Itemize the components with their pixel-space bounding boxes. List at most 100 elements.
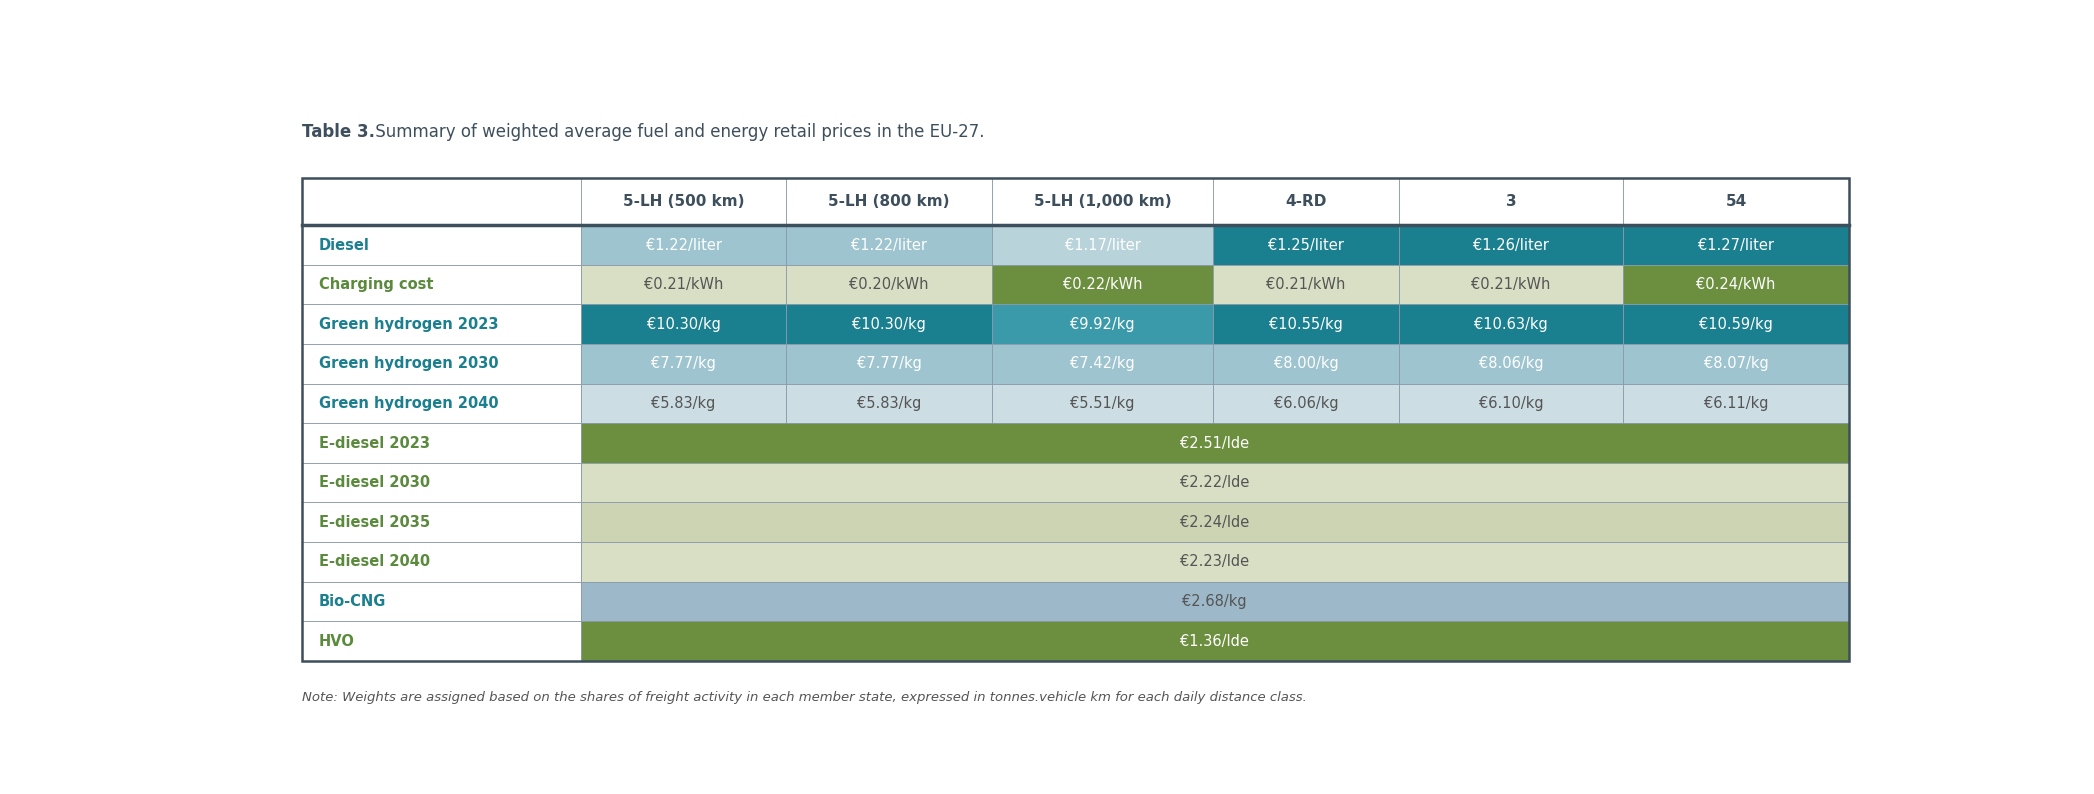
Text: Note: Weights are assigned based on the shares of freight activity in each membe: Note: Weights are assigned based on the … (302, 692, 1307, 704)
Text: €10.30/kg: €10.30/kg (852, 317, 926, 332)
Text: Diesel: Diesel (318, 237, 369, 252)
Bar (993, 225, 1212, 265)
Bar (580, 304, 787, 344)
Bar (787, 225, 993, 265)
Text: €1.36/lde: €1.36/lde (1181, 634, 1250, 649)
Text: €5.51/kg: €5.51/kg (1070, 396, 1135, 411)
Text: 5-LH (1,000 km): 5-LH (1,000 km) (1034, 194, 1171, 209)
Bar (302, 463, 580, 503)
Text: E-diesel 2023: E-diesel 2023 (318, 436, 429, 450)
Text: Summary of weighted average fuel and energy retail prices in the EU-27.: Summary of weighted average fuel and ene… (371, 123, 984, 141)
Bar (580, 582, 1849, 621)
Bar (787, 265, 993, 304)
Text: €0.21/kWh: €0.21/kWh (1472, 277, 1552, 292)
Bar (580, 178, 787, 225)
Text: 5-LH (500 km): 5-LH (500 km) (622, 194, 743, 209)
Text: €9.92/kg: €9.92/kg (1070, 317, 1135, 332)
Bar (580, 423, 1849, 463)
Text: €0.21/kWh: €0.21/kWh (643, 277, 722, 292)
Bar (580, 463, 1849, 503)
Text: €10.59/kg: €10.59/kg (1698, 317, 1774, 332)
Bar (1212, 344, 1399, 384)
Bar (787, 384, 993, 423)
Text: Green hydrogen 2030: Green hydrogen 2030 (318, 357, 498, 372)
Bar (1623, 225, 1849, 265)
Text: €1.26/liter: €1.26/liter (1472, 237, 1550, 252)
Bar (1399, 344, 1623, 384)
Bar (302, 503, 580, 542)
Bar (1212, 304, 1399, 344)
Bar (1399, 178, 1623, 225)
Text: E-diesel 2030: E-diesel 2030 (318, 475, 429, 490)
Bar (302, 542, 580, 582)
Bar (1399, 304, 1623, 344)
Bar (787, 178, 993, 225)
Bar (580, 265, 787, 304)
Text: €1.27/liter: €1.27/liter (1698, 237, 1774, 252)
Text: Green hydrogen 2040: Green hydrogen 2040 (318, 396, 498, 411)
Text: Charging cost: Charging cost (318, 277, 433, 292)
Bar (302, 344, 580, 384)
Text: €1.25/liter: €1.25/liter (1269, 237, 1344, 252)
Text: €1.17/liter: €1.17/liter (1064, 237, 1141, 252)
Bar (1623, 304, 1849, 344)
Bar (580, 542, 1849, 582)
Text: €8.00/kg: €8.00/kg (1273, 357, 1338, 372)
Bar (302, 178, 580, 225)
Bar (993, 178, 1212, 225)
Bar (302, 304, 580, 344)
Text: €6.11/kg: €6.11/kg (1705, 396, 1767, 411)
Text: Bio-CNG: Bio-CNG (318, 594, 385, 609)
Text: €5.83/kg: €5.83/kg (856, 396, 921, 411)
Text: €2.24/lde: €2.24/lde (1181, 515, 1250, 530)
Text: E-diesel 2040: E-diesel 2040 (318, 554, 429, 569)
Text: €1.22/liter: €1.22/liter (645, 237, 722, 252)
Text: 5-LH (800 km): 5-LH (800 km) (829, 194, 951, 209)
Text: €0.24/kWh: €0.24/kWh (1696, 277, 1776, 292)
Bar (302, 265, 580, 304)
Text: 3: 3 (1506, 194, 1516, 209)
Text: €6.10/kg: €6.10/kg (1478, 396, 1543, 411)
Text: Green hydrogen 2023: Green hydrogen 2023 (318, 317, 498, 332)
Bar (1623, 178, 1849, 225)
Bar (580, 384, 787, 423)
Bar (993, 344, 1212, 384)
Text: €10.63/kg: €10.63/kg (1474, 317, 1547, 332)
Bar (1212, 384, 1399, 423)
Bar (1623, 265, 1849, 304)
Bar (1212, 225, 1399, 265)
Bar (1399, 265, 1623, 304)
Bar (580, 503, 1849, 542)
Text: €2.23/lde: €2.23/lde (1181, 554, 1250, 569)
Text: €1.22/liter: €1.22/liter (852, 237, 928, 252)
Bar (787, 304, 993, 344)
Text: €0.21/kWh: €0.21/kWh (1267, 277, 1346, 292)
Bar (580, 225, 787, 265)
Bar (580, 621, 1849, 661)
Text: €2.68/kg: €2.68/kg (1183, 594, 1248, 609)
Bar (302, 621, 580, 661)
Text: €2.51/lde: €2.51/lde (1181, 436, 1250, 450)
Text: Table 3.: Table 3. (302, 123, 375, 141)
Text: 54: 54 (1725, 194, 1746, 209)
Text: €5.83/kg: €5.83/kg (651, 396, 716, 411)
Text: E-diesel 2035: E-diesel 2035 (318, 515, 429, 530)
Text: €6.06/kg: €6.06/kg (1273, 396, 1338, 411)
Bar (302, 582, 580, 621)
Bar (993, 304, 1212, 344)
Text: €0.20/kWh: €0.20/kWh (850, 277, 930, 292)
Bar (993, 265, 1212, 304)
Bar (580, 344, 787, 384)
Text: €2.22/lde: €2.22/lde (1181, 475, 1250, 490)
Bar (1399, 225, 1623, 265)
Text: €7.42/kg: €7.42/kg (1070, 357, 1135, 372)
Text: €0.22/kWh: €0.22/kWh (1064, 277, 1143, 292)
Bar (302, 225, 580, 265)
Bar (302, 384, 580, 423)
Text: €8.07/kg: €8.07/kg (1705, 357, 1767, 372)
Text: €10.55/kg: €10.55/kg (1269, 317, 1342, 332)
Bar (993, 384, 1212, 423)
Text: 4-RD: 4-RD (1286, 194, 1328, 209)
Bar (302, 423, 580, 463)
Bar (1399, 384, 1623, 423)
